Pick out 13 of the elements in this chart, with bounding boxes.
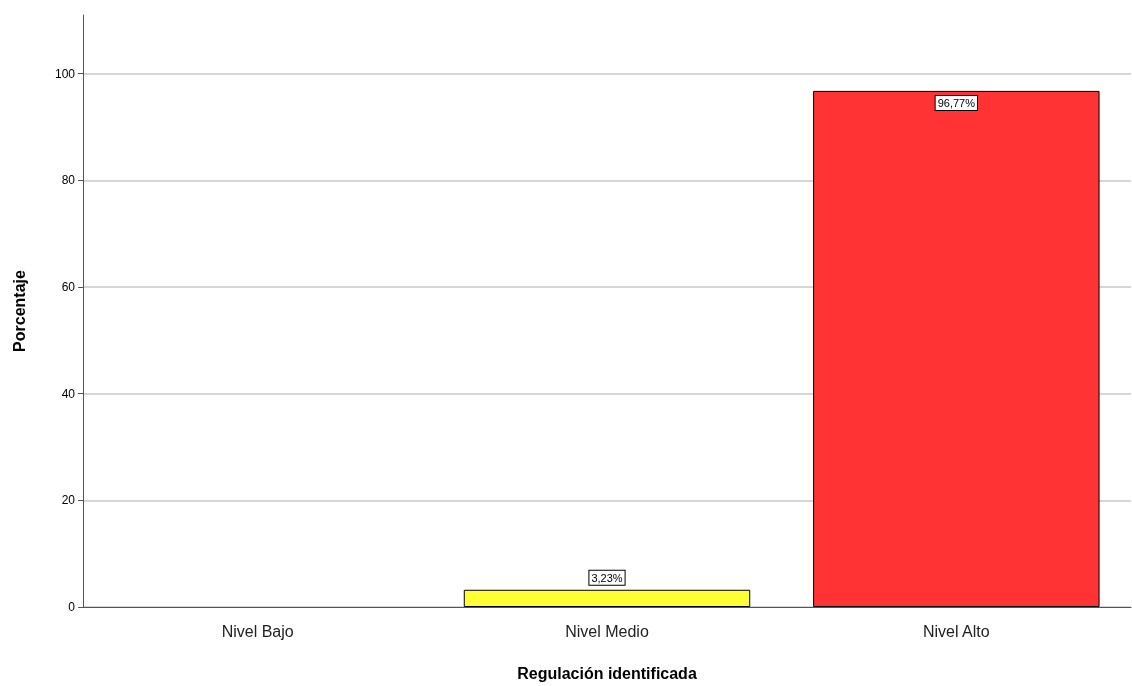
x-axis-title: Regulación identificada	[517, 664, 697, 682]
data-label: 3,23%	[591, 572, 623, 585]
x-tick-label: Nivel Medio	[565, 622, 649, 640]
x-tick-label: Nivel Bajo	[221, 622, 294, 640]
x-tick-label: Nivel Alto	[922, 622, 990, 640]
data-label: 96,77%	[937, 97, 976, 110]
y-tick-label: 80	[61, 173, 76, 188]
y-tick-label: 20	[61, 493, 76, 508]
y-tick-label: 0	[68, 600, 76, 614]
y-tick-label: 60	[61, 280, 76, 294]
y-tick-label: 40	[61, 386, 76, 401]
y-tick-label: 100	[54, 66, 76, 81]
y-axis-title: Porcentaje	[10, 269, 28, 352]
